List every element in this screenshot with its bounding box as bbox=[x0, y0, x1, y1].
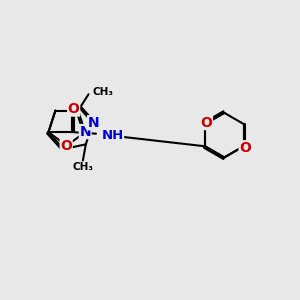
Text: NH: NH bbox=[101, 129, 124, 142]
Text: CH₃: CH₃ bbox=[72, 162, 93, 172]
Text: N: N bbox=[79, 124, 91, 139]
Text: O: O bbox=[239, 141, 251, 155]
Text: N: N bbox=[88, 116, 99, 130]
Text: O: O bbox=[200, 116, 212, 130]
Text: O: O bbox=[60, 139, 72, 152]
Text: O: O bbox=[68, 102, 80, 116]
Text: CH₃: CH₃ bbox=[93, 87, 114, 97]
